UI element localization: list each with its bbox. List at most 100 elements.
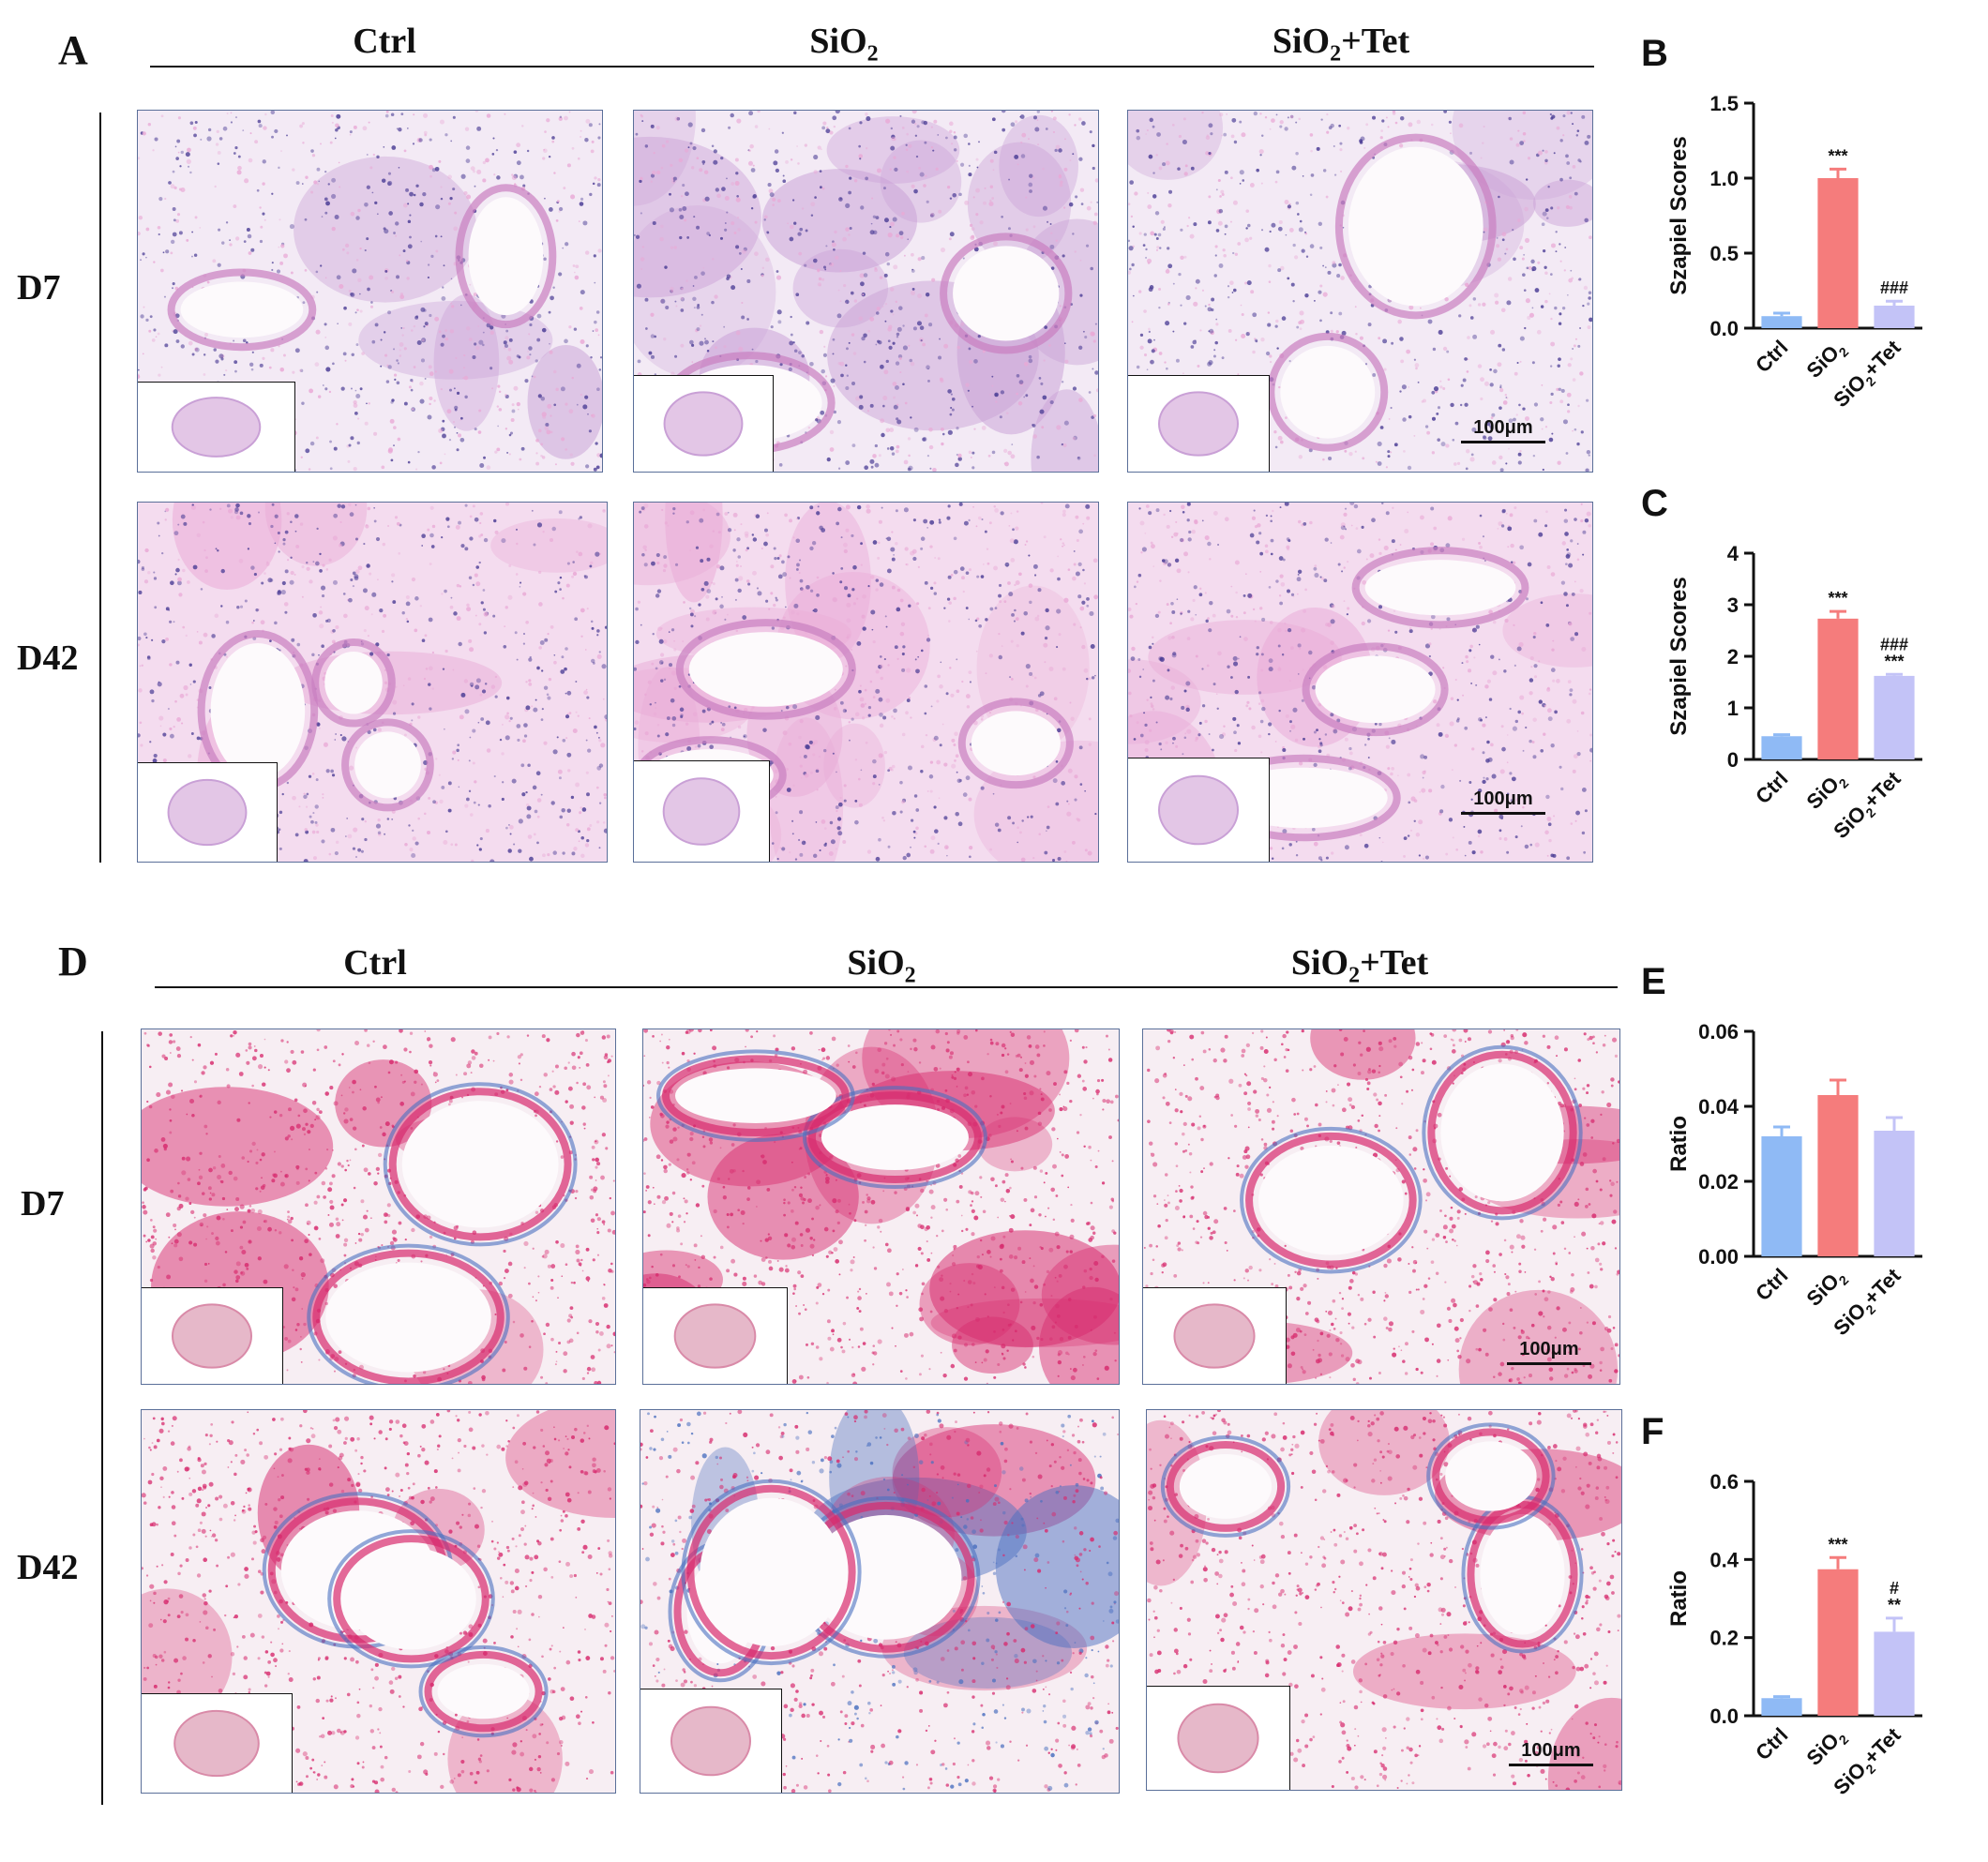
y-tick-label: 0: [1727, 748, 1739, 772]
inset-thumbnail: [142, 1287, 283, 1384]
x-tick-label: Ctrl: [1751, 1264, 1792, 1305]
x-tick-label: SiO2: [1802, 1723, 1852, 1773]
bar-ctrl: [1761, 736, 1802, 759]
bar-sio2-tet: [1874, 306, 1915, 328]
y-tick-label: 0.00: [1698, 1245, 1739, 1269]
lung-section-thumbnail: [167, 778, 248, 847]
y-tick-label: 0.02: [1698, 1170, 1739, 1194]
lung-section-thumbnail: [1158, 391, 1239, 457]
panel-a-col-sio2: SiO2: [809, 22, 879, 67]
masson-image-sio2-d7: [642, 1029, 1120, 1385]
lung-section-thumbnail: [673, 1303, 757, 1369]
lung-section-thumbnail: [1158, 774, 1239, 846]
y-tick-label: 0.0: [1709, 317, 1739, 340]
inset-thumbnail: [1147, 1686, 1290, 1790]
scale-bar: 100μm: [1461, 417, 1545, 443]
panel-d-row-d7: D7: [21, 1184, 65, 1224]
x-tick-label: Ctrl: [1751, 1723, 1792, 1764]
panel-d-col-ctrl: Ctrl: [343, 943, 407, 983]
lung-section-thumbnail: [1177, 1703, 1259, 1774]
he-image-sio2-tet-d42: 100μm: [1127, 502, 1593, 863]
masson-image-sio2-d42: [640, 1409, 1120, 1794]
y-tick-label: 0.6: [1709, 1470, 1739, 1494]
panel-letter-e: E: [1641, 961, 1666, 1002]
he-image-ctrl-d42: [137, 502, 608, 863]
bar-ctrl: [1761, 316, 1802, 328]
masson-image-ctrl-d42: [141, 1409, 616, 1794]
bar-ctrl: [1761, 1136, 1802, 1256]
bar-sio2-tet: [1874, 1631, 1915, 1716]
inset-thumbnail: [142, 1693, 293, 1793]
inset-thumbnail: [138, 762, 278, 862]
significance-label: ***: [1828, 146, 1847, 165]
he-image-ctrl-d7: [137, 110, 603, 473]
y-tick-label: 0.5: [1709, 242, 1739, 265]
masson-image-sio2-tet-d42: 100μm: [1146, 1409, 1622, 1791]
y-tick-label: 1.0: [1709, 167, 1739, 190]
lung-section-thumbnail: [172, 1303, 252, 1369]
lung-section-thumbnail: [662, 777, 741, 846]
tissue-texture: [142, 1410, 615, 1793]
bar-sio2: [1817, 618, 1859, 759]
y-tick-label: 0.2: [1709, 1627, 1739, 1650]
x-tick-label: SiO2: [1802, 1264, 1852, 1314]
significance-label: ***: [1828, 589, 1847, 608]
panel-d-row-rule: [101, 1031, 103, 1805]
he-image-sio2-tet-d7: 100μm: [1127, 110, 1593, 473]
bar-sio2: [1817, 1569, 1859, 1716]
y-tick-label: 1.5: [1709, 92, 1739, 115]
panel-letter-d: D: [58, 939, 88, 984]
chart-f: F 0.0 0.2 0.4 0.6 Ratio Ctrl *** SiO2 # ** SiO2+Tet: [1622, 1397, 1979, 1856]
y-tick-label: 0.0: [1709, 1704, 1739, 1728]
inset-thumbnail: [634, 375, 774, 472]
y-tick-label: 1: [1727, 697, 1739, 720]
significance-label: **: [1888, 1596, 1901, 1614]
significance-label: ***: [1884, 652, 1904, 670]
inset-thumbnail: [138, 382, 295, 472]
lung-section-thumbnail: [173, 1709, 260, 1778]
y-tick-label: 0.04: [1698, 1095, 1740, 1119]
he-image-sio2-d42: [633, 502, 1099, 863]
panel-letter-a: A: [58, 27, 88, 73]
tissue-texture: [643, 1029, 1119, 1384]
bar-sio2-tet: [1874, 1131, 1915, 1256]
y-tick-label: 0.4: [1709, 1548, 1739, 1571]
panel-letter-b: B: [1641, 33, 1668, 74]
tissue-texture: [640, 1410, 1119, 1793]
chart-e: E 0.00 0.02 0.04 0.06 Ratio Ctrl SiO2 SiO2+Tet: [1622, 947, 1979, 1397]
y-tick-label: 2: [1727, 645, 1739, 668]
y-tick-label: 0.06: [1698, 1020, 1739, 1044]
panel-d-row-d42: D42: [17, 1548, 79, 1587]
bar-sio2-tet: [1874, 675, 1915, 759]
panel-letter-f: F: [1641, 1411, 1664, 1452]
y-axis-label: Ratio: [1666, 1570, 1692, 1627]
scale-bar: 100μm: [1507, 1339, 1591, 1365]
panel-a-header-rule: [150, 66, 1594, 68]
panel-a-col-sio2-tet: SiO2+Tet: [1272, 22, 1410, 67]
bar-sio2: [1817, 1095, 1859, 1256]
panel-d-col-sio2-tet: SiO2+Tet: [1290, 943, 1429, 988]
significance-label: ###: [1880, 635, 1908, 653]
panel-a-col-ctrl: Ctrl: [353, 22, 416, 61]
significance-label: ***: [1828, 1535, 1847, 1554]
inset-thumbnail: [634, 760, 770, 862]
lung-section-thumbnail: [670, 1705, 751, 1777]
y-tick-label: 4: [1727, 542, 1740, 565]
panel-a-row-d42: D42: [17, 638, 79, 678]
inset-thumbnail: [1128, 375, 1270, 472]
x-tick-label: SiO2: [1802, 336, 1852, 385]
panel-d-col-sio2: SiO2: [847, 943, 916, 988]
y-axis-label: Szapiel Scores: [1666, 136, 1692, 294]
inset-thumbnail: [1128, 758, 1270, 862]
chart-c: C 0 1 2 3 4 Szapiel Scores Ctrl *** SiO2 ### *** SiO…: [1622, 469, 1979, 900]
bar-ctrl: [1761, 1698, 1802, 1716]
inset-thumbnail: [1143, 1287, 1287, 1384]
masson-image-sio2-tet-d7: 100μm: [1142, 1029, 1620, 1385]
panel-d-header-rule: [155, 986, 1618, 988]
significance-label: ###: [1880, 278, 1908, 297]
panel-a-row-d7: D7: [17, 268, 61, 308]
bar-sio2: [1817, 178, 1859, 328]
masson-image-ctrl-d7: [141, 1029, 616, 1385]
he-image-sio2-d7: [633, 110, 1099, 473]
panel-a-row-rule: [99, 113, 101, 863]
